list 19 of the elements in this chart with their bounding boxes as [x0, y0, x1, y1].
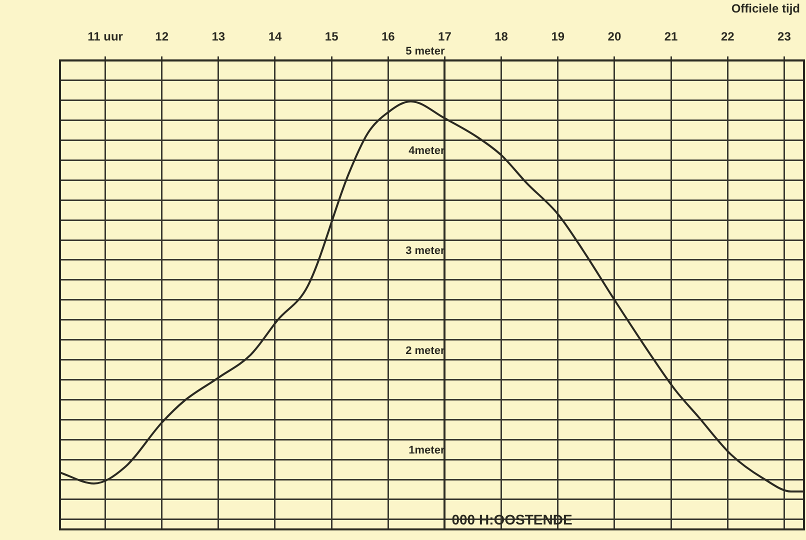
- x-tick-label: 13: [212, 30, 226, 44]
- x-tick-label: 12: [155, 30, 169, 44]
- x-tick-label: 15: [324, 30, 339, 44]
- x-tick-label: 11 uur: [88, 30, 124, 44]
- x-tick-label: 19: [551, 30, 565, 44]
- y-tick-label: 5 meter: [406, 45, 446, 58]
- x-tick-label: 23: [778, 30, 792, 44]
- y-tick-label: 1meter: [408, 444, 446, 457]
- x-tick-label: 21: [664, 30, 678, 44]
- y-tick-label: 3 meter: [406, 245, 446, 258]
- x-tick-label: 20: [608, 30, 622, 44]
- y-tick-label: 4meter: [408, 145, 446, 158]
- x-tick-label: 14: [268, 30, 282, 44]
- text: Officiele tijd: [731, 1, 800, 16]
- x-tick-label: 18: [494, 30, 508, 44]
- x-tick-label: 22: [720, 30, 735, 44]
- x-tick-label: 17: [438, 30, 452, 44]
- x-tick-label: 16: [381, 30, 396, 44]
- y-tick-label: 2 meter: [406, 344, 446, 357]
